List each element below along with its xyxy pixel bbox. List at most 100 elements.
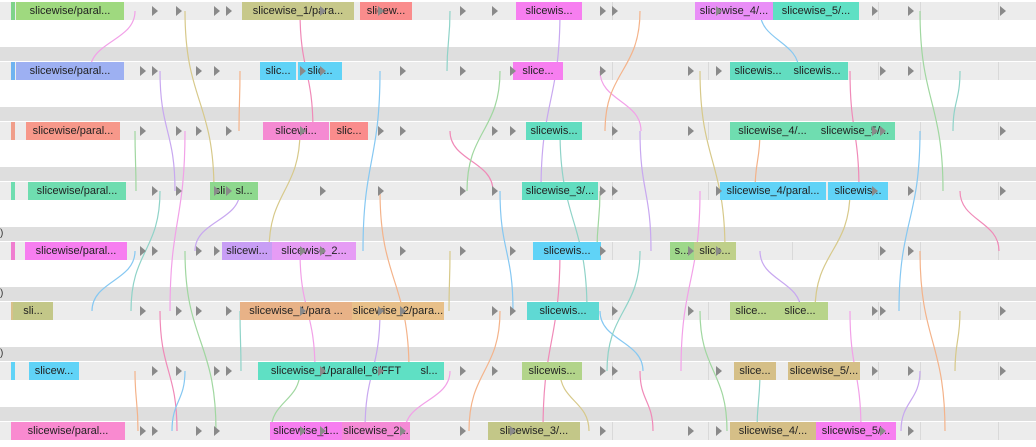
track-4-slice-1[interactable]: slicewise/paral... [28,182,126,200]
track-3-slice-4[interactable]: slicewis... [526,122,582,140]
track-4-slice-6[interactable]: slicewis... [828,182,888,200]
flow-line [91,250,136,312]
track-7-slice-3[interactable]: sl... [414,362,444,380]
track-start-marker [11,2,15,20]
track-3-slice-5[interactable]: slicewise_4/... [730,122,815,140]
track-7-slice-6[interactable]: slicewise_5/... [788,362,860,380]
flow-marker [378,6,384,16]
flow-marker [872,186,878,196]
track-6-slice-6[interactable]: slice... [772,302,828,320]
track-4-slice-5[interactable]: slicewise_4/paral... [720,182,826,200]
grid-tick [878,242,879,260]
grid-tick [998,362,999,380]
track-6-slice-2[interactable]: slicewise_1/para ... [240,302,352,320]
flow-marker [400,126,406,136]
track-1-slice-5[interactable]: slicewise_4/... [695,2,773,20]
flow-line [954,310,961,372]
track-label-fragment: ) [0,348,4,359]
track-5-slice-2[interactable]: slicewi... [222,242,272,260]
track-2-slice-4[interactable]: slice... [513,62,563,80]
flow-line [699,310,728,432]
flow-marker [510,126,516,136]
track-1-slice-6[interactable]: slicewise_5/... [773,2,859,20]
grid-tick [612,242,613,260]
flow-marker [688,246,694,256]
track-6-slice-1[interactable]: sli... [13,302,53,320]
track-start-marker [11,242,15,260]
track-5-slice-1[interactable]: slicewise/paral... [25,242,127,260]
flow-marker [226,126,232,136]
track-6-slice-4[interactable]: slicewis... [527,302,599,320]
flow-line [499,190,514,312]
track-3-slice-2[interactable]: slicewi... [263,122,329,140]
track-5-slice-4[interactable]: slicewis... [533,242,601,260]
flow-marker [214,6,220,16]
flow-marker [320,426,326,436]
track-5-slice-6[interactable]: slice... [694,242,736,260]
track-2-slice-5[interactable]: slicewis... [730,62,786,80]
flow-marker [320,246,326,256]
track-7-slice-5[interactable]: slice... [734,362,776,380]
flow-marker [880,426,886,436]
flow-marker [320,366,326,376]
flow-marker [1000,6,1006,16]
flow-line [599,310,644,372]
track-8-slice-5[interactable]: slicewise_4/... [730,422,816,440]
flow-line [900,370,921,432]
flow-marker [152,426,158,436]
grid-tick [998,302,999,320]
track-6-slice-3[interactable]: slicewise_2/para... [352,302,444,320]
flow-marker [600,6,606,16]
track-7-slice-1[interactable]: slicew... [29,362,79,380]
flow-marker [196,66,202,76]
track-7-slice-4[interactable]: slicewis... [522,362,582,380]
flow-line [134,370,139,432]
flow-line [559,130,588,312]
flow-marker [872,6,878,16]
track-3-slice-1[interactable]: slicewise/paral... [26,122,120,140]
track-8-slice-4[interactable]: slicewise_3/... [488,422,580,440]
flow-marker [510,66,516,76]
flow-marker [1000,126,1006,136]
track-2-slice-2[interactable]: slic... [260,62,296,80]
track-7-slice-2[interactable]: slicewise_1/parallel_6/FFT [258,362,414,380]
flow-marker [400,426,406,436]
flow-marker [600,426,606,436]
flow-marker [140,306,146,316]
flow-marker [214,366,220,376]
track-1-slice-1[interactable]: slicewise/paral... [16,2,124,20]
flow-marker [492,186,498,196]
track-2-slice-6[interactable]: slicewis... [786,62,848,80]
flow-line [959,190,1000,252]
track-8-slice-3[interactable]: slicewise_2... [342,422,410,440]
flow-marker [176,126,182,136]
track-1-slice-3[interactable]: slicew... [360,2,412,20]
grid-tick [878,302,879,320]
track-4-slice-4[interactable]: slicewise_3/... [522,182,598,200]
flow-marker [716,426,722,436]
track-2-slice-1[interactable]: slicewise/paral... [16,62,124,80]
grid-tick [708,182,709,200]
flow-marker [214,426,220,436]
flow-line [159,70,176,192]
track-1-slice-4[interactable]: slicewis... [516,2,582,20]
flow-marker [320,66,326,76]
track-4-slice-3[interactable]: sl... [230,182,258,200]
track-5-slice-3[interactable]: slicewise_2... [272,242,356,260]
flow-line [468,310,501,432]
flow-line [952,70,961,132]
track-8-slice-2[interactable]: slicewise_1... [270,422,342,440]
track-6-slice-5[interactable]: slice... [730,302,772,320]
flow-line [919,10,944,192]
track-3-slice-3[interactable]: slic... [330,122,368,140]
track-8-slice-6[interactable]: slicewise_5/... [816,422,896,440]
grid-tick [920,62,921,80]
flow-line [449,130,494,192]
track-8-slice-1[interactable]: slicewise/paral... [11,422,125,440]
flow-marker [140,426,146,436]
flow-marker [880,126,886,136]
flow-marker [510,246,516,256]
flow-marker [908,66,914,76]
track-1-slice-2[interactable]: slicewise_1/para... [242,2,354,20]
